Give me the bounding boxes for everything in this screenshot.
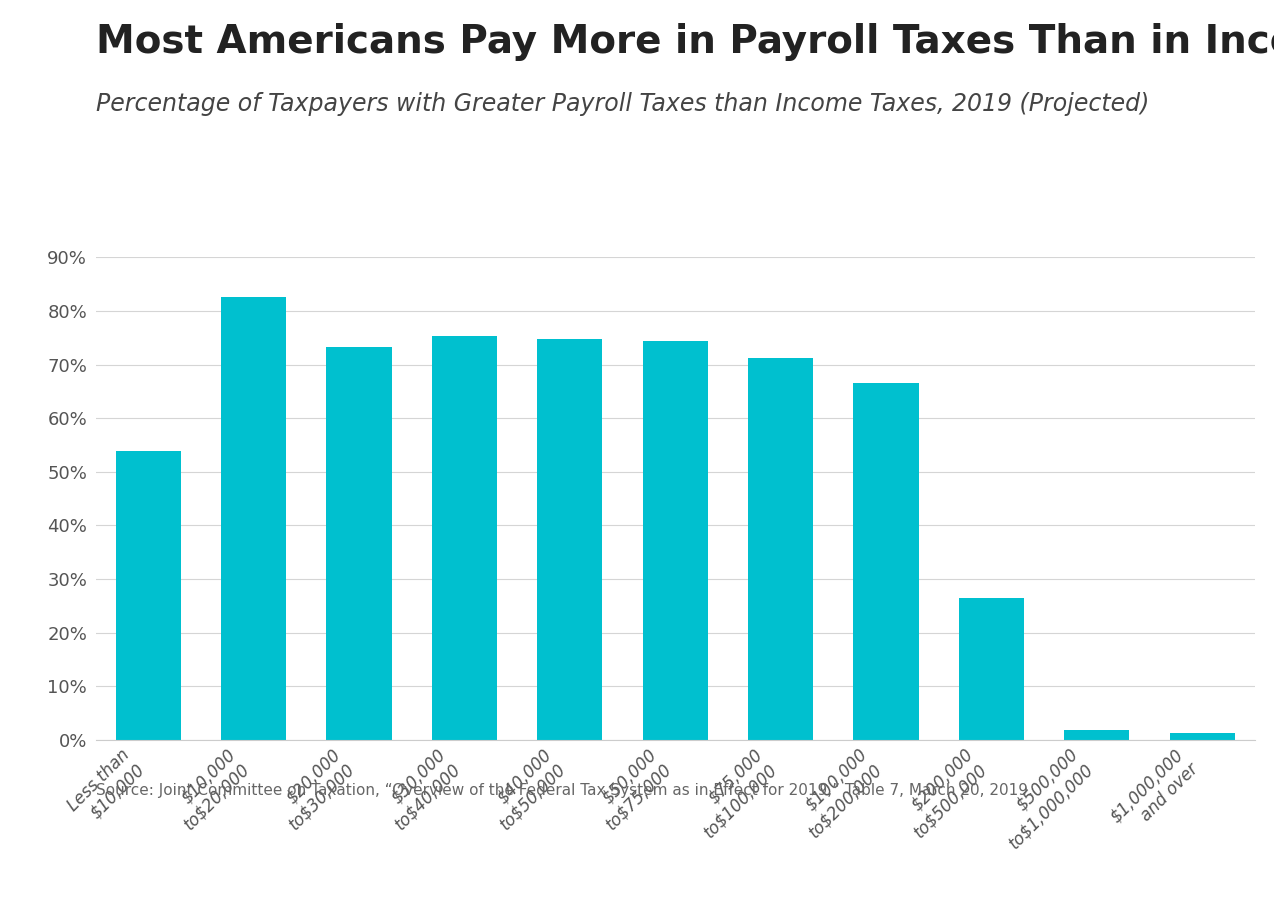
Bar xyxy=(326,346,391,740)
Text: @TaxFoundation: @TaxFoundation xyxy=(1068,867,1251,887)
Bar xyxy=(1170,732,1235,740)
Bar xyxy=(1064,730,1130,740)
Bar xyxy=(220,297,287,740)
Bar xyxy=(116,451,181,740)
Bar xyxy=(854,383,919,740)
Bar xyxy=(538,339,603,740)
Text: Source: Joint Committee on Taxation, “Overview of the Federal Tax System as in E: Source: Joint Committee on Taxation, “Ov… xyxy=(96,783,1032,798)
Bar xyxy=(642,342,708,740)
Bar xyxy=(748,358,813,740)
Bar xyxy=(959,598,1024,740)
Text: Percentage of Taxpayers with Greater Payroll Taxes than Income Taxes, 2019 (Proj: Percentage of Taxpayers with Greater Pay… xyxy=(96,92,1149,116)
Text: TAX FOUNDATION: TAX FOUNDATION xyxy=(23,867,243,887)
Bar xyxy=(432,335,497,740)
Text: Most Americans Pay More in Payroll Taxes Than in Income Taxes: Most Americans Pay More in Payroll Taxes… xyxy=(96,23,1274,61)
